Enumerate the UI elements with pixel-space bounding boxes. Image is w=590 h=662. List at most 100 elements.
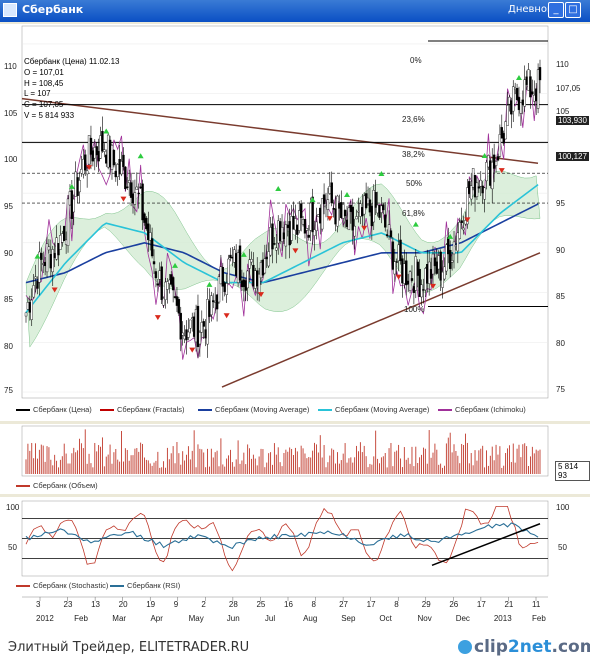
candle-body [76, 177, 79, 196]
fractal-up-marker [481, 153, 488, 159]
fractal-down-marker [223, 313, 230, 319]
left-axis-label: 85 [4, 295, 13, 304]
support-trendline [221, 252, 541, 388]
candle-body [319, 207, 322, 224]
candle-body [361, 207, 364, 217]
volume-pane[interactable]: 5 814 93 Сбербанк (Объем) [0, 424, 590, 494]
candle-body [114, 170, 118, 178]
minimize-button[interactable]: _ [548, 2, 564, 18]
ohlc-high: H = 108,45 [24, 78, 64, 88]
candle-body [173, 296, 177, 298]
candle-body [320, 198, 324, 230]
period-label[interactable]: Дневной [508, 4, 554, 15]
time-axis-month-label: 2013 [493, 614, 512, 623]
candle-body [234, 253, 238, 276]
legend-label: Сбербанк (Ichimoku) [455, 405, 526, 414]
candle-body [154, 271, 158, 279]
fractal-down-marker [326, 216, 333, 222]
candle-body [307, 234, 310, 238]
fractal-up-marker [103, 128, 110, 134]
candle-body [257, 273, 261, 294]
ohlc-volume: V = 5 814 933 [24, 110, 75, 120]
candle-body [349, 204, 353, 212]
candle-body [149, 232, 152, 241]
time-axis-day-label: 17 [366, 600, 376, 609]
candle-body [313, 229, 316, 236]
osc-left-axis-label: 50 [8, 543, 17, 552]
fib-label: 50% [406, 179, 423, 188]
candle-body [512, 86, 515, 112]
legend-rsi[interactable]: Сбербанк (RSI) [110, 581, 180, 590]
price-chart[interactable] [0, 24, 590, 421]
candle-body [384, 214, 387, 228]
fractal-up-marker [275, 185, 282, 191]
candle-body [492, 154, 496, 169]
candle-body [414, 256, 417, 291]
candle-body [208, 300, 211, 317]
moving-average-fast [25, 183, 539, 313]
time-axis-month-label: Dec [455, 614, 470, 623]
candle-body [382, 204, 385, 211]
candle-body [254, 270, 257, 289]
candle-body [191, 317, 194, 319]
candle-body [380, 205, 383, 213]
candle-body [24, 312, 28, 317]
candle-body [164, 281, 167, 300]
logo-part: .com [551, 637, 590, 657]
candle-body [391, 241, 395, 270]
time-axis-day-label: 23 [63, 600, 73, 609]
oscillator-pane[interactable]: 100 50 100 50 Сбербанк (Stochastic) Сбер… [0, 497, 590, 632]
candle-body [359, 203, 362, 217]
candle-body [462, 227, 465, 231]
title-bar[interactable]: Сбербанк Дневной _ □ ✕ [0, 0, 590, 22]
candle-body [491, 161, 494, 190]
right-axis-label: 90 [556, 246, 565, 255]
time-axis-day-label: 16 [284, 600, 293, 609]
legend-fractals[interactable]: Сбербанк (Fractals) [100, 405, 184, 414]
candle-body [426, 264, 429, 284]
time-axis-day-label: 8 [311, 600, 316, 609]
fractal-down-marker [120, 196, 127, 202]
candle-body [326, 199, 330, 210]
oscillator-chart[interactable] [0, 497, 590, 632]
candle-body [422, 289, 425, 291]
volume-chart[interactable] [0, 424, 590, 494]
fractal-up-marker [137, 153, 144, 159]
candle-body [439, 251, 442, 281]
candle-body [403, 263, 406, 284]
legend-ma-slow[interactable]: Сбербанк (Moving Average) [198, 405, 309, 414]
legend-stochastic[interactable]: Сбербанк (Stochastic) [16, 581, 108, 590]
legend-price[interactable]: Сбербанк (Цена) [16, 405, 92, 414]
legend-volume[interactable]: Сбербанк (Объем) [16, 481, 98, 490]
candle-body [78, 180, 81, 193]
candle-body [298, 210, 301, 231]
time-axis-day-label: 17 [476, 600, 486, 609]
candle-body [269, 227, 272, 256]
time-axis-month-label: Mar [112, 614, 127, 623]
candle-body [40, 253, 43, 260]
candle-body [51, 249, 54, 273]
candle-body [59, 235, 62, 250]
legend-ichimoku[interactable]: Сбербанк (Ichimoku) [438, 405, 526, 414]
candle-body [124, 166, 127, 190]
maximize-button[interactable]: □ [565, 2, 581, 18]
candle-body [70, 190, 74, 219]
ohlc-close: C = 107,05 [24, 100, 64, 110]
legend-ma-fast[interactable]: Сбербанк (Moving Average) [318, 405, 429, 414]
candle-body [456, 232, 460, 252]
candle-body [275, 247, 278, 251]
candle-body [271, 223, 274, 250]
candle-body [181, 332, 184, 336]
fractal-down-marker [51, 287, 58, 293]
time-axis-month-label: Feb [532, 614, 546, 623]
candle-body [34, 276, 37, 279]
time-axis-day-label: 29 [421, 600, 431, 609]
candle-body [219, 266, 223, 285]
candle-body [286, 224, 289, 229]
candle-body [252, 264, 255, 287]
ohlc-header: Сбербанк (Цена) 11.02.13 [24, 57, 120, 66]
candle-body [118, 159, 121, 175]
candle-body [536, 69, 540, 109]
price-pane[interactable]: Сбербанк (Цена) 11.02.13 O = 107,01 H = … [0, 24, 590, 421]
candle-body [510, 100, 513, 115]
